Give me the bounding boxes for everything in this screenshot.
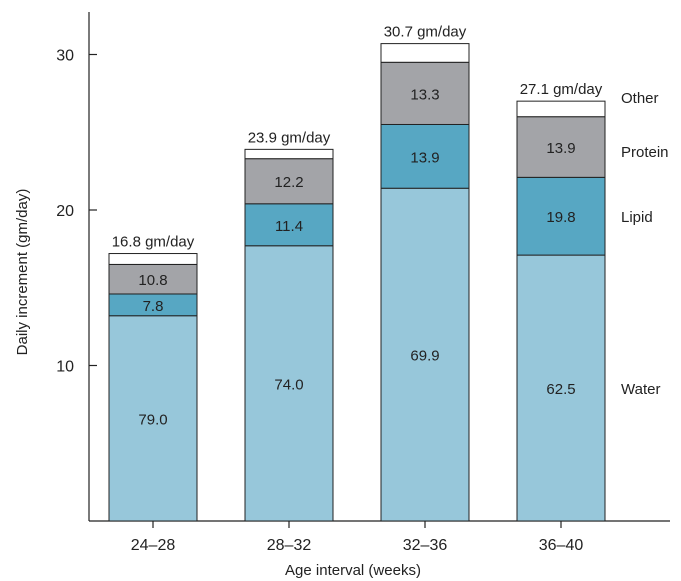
y-tick-label: 20 [56, 203, 74, 220]
legend-label-water: Water [621, 381, 660, 398]
bar-segment-other [108, 253, 198, 265]
bar-segment-lipid [244, 203, 334, 247]
x-tick-label: 24–28 [131, 537, 176, 554]
bar-total-label: 30.7 gm/day [384, 24, 467, 41]
legend-label-other: Other [621, 90, 659, 107]
bar-segment-other [244, 148, 334, 160]
bar-total-label: 27.1 gm/day [520, 81, 603, 98]
legend-label-lipid: Lipid [621, 209, 653, 226]
bar-segment-protein [380, 61, 470, 125]
bar-total-label: 23.9 gm/day [248, 129, 331, 146]
bar-segment-protein [516, 116, 606, 178]
bar-segment-water [108, 315, 198, 522]
segment-value-label: 7.8 [143, 298, 164, 315]
y-tick-label: 10 [56, 359, 74, 376]
segment-value-label: 62.5 [546, 381, 575, 398]
x-tick-label: 28–32 [267, 537, 312, 554]
y-tick-label: 30 [56, 48, 74, 65]
segment-value-label: 19.8 [546, 209, 575, 226]
segment-value-label: 10.8 [138, 272, 167, 289]
bar-segment-other [380, 43, 470, 63]
bar-segment-other [516, 100, 606, 118]
bar-segment-lipid [516, 176, 606, 256]
x-tick-label: 32–36 [403, 537, 448, 554]
segment-value-label: 12.2 [274, 174, 303, 191]
plot-area: 10 20 30 79.0 7.8 10.8 16.8 gm/day 24–28 74.0 11.… [56, 24, 668, 554]
segment-value-label: 13.9 [410, 149, 439, 166]
segment-value-label: 79.0 [138, 411, 167, 428]
segment-value-label: 69.9 [410, 348, 439, 365]
bar-total-label: 16.8 gm/day [112, 234, 195, 251]
segment-value-label: 11.4 [275, 218, 303, 235]
segment-value-label: 13.9 [546, 140, 575, 157]
segment-value-label: 74.0 [274, 376, 303, 393]
segment-value-label: 13.3 [410, 86, 439, 103]
bar-segment-water [380, 187, 470, 522]
bar-segment-water [516, 254, 606, 522]
y-axis-title: Daily increment (gm/day) [14, 189, 31, 356]
bar-segment-protein [244, 158, 334, 205]
bar-segment-protein [108, 263, 198, 295]
x-axis-title: Age interval (weeks) [285, 562, 421, 579]
legend-label-protein: Protein [621, 144, 669, 161]
bar-segment-lipid [380, 123, 470, 189]
x-tick-label: 36–40 [539, 537, 584, 554]
